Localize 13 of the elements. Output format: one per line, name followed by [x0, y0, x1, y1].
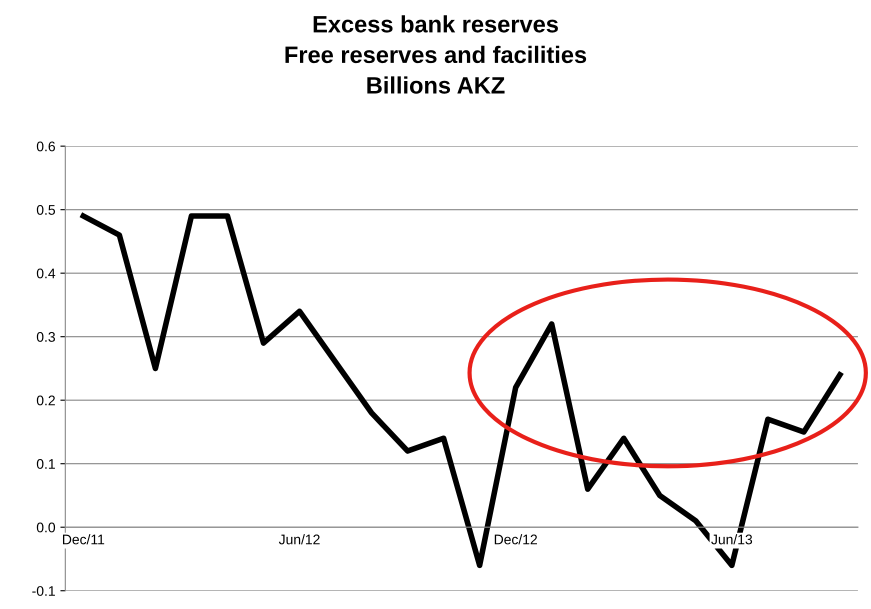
y-tick-label: 0.1	[36, 459, 55, 469]
y-tick-label: -0.1	[32, 586, 55, 596]
y-tick-label: 0.5	[36, 205, 56, 215]
y-tick-label: 0.0	[36, 522, 56, 532]
x-tick-label: Jun/12	[278, 534, 320, 544]
y-tick-label: 0.3	[36, 332, 55, 342]
x-tick-label: Dec/11	[62, 534, 104, 544]
y-tick-label: 0.2	[36, 396, 55, 406]
chart-title: Excess bank reserves Free reserves and facilities Billions AKZ	[285, 15, 586, 94]
y-tick-label: 0.6	[36, 141, 55, 152]
y-tick-label: 0.4	[36, 268, 56, 278]
x-tick-label: Jun/13	[711, 534, 752, 544]
x-tick-label: Dec/12	[494, 534, 537, 544]
